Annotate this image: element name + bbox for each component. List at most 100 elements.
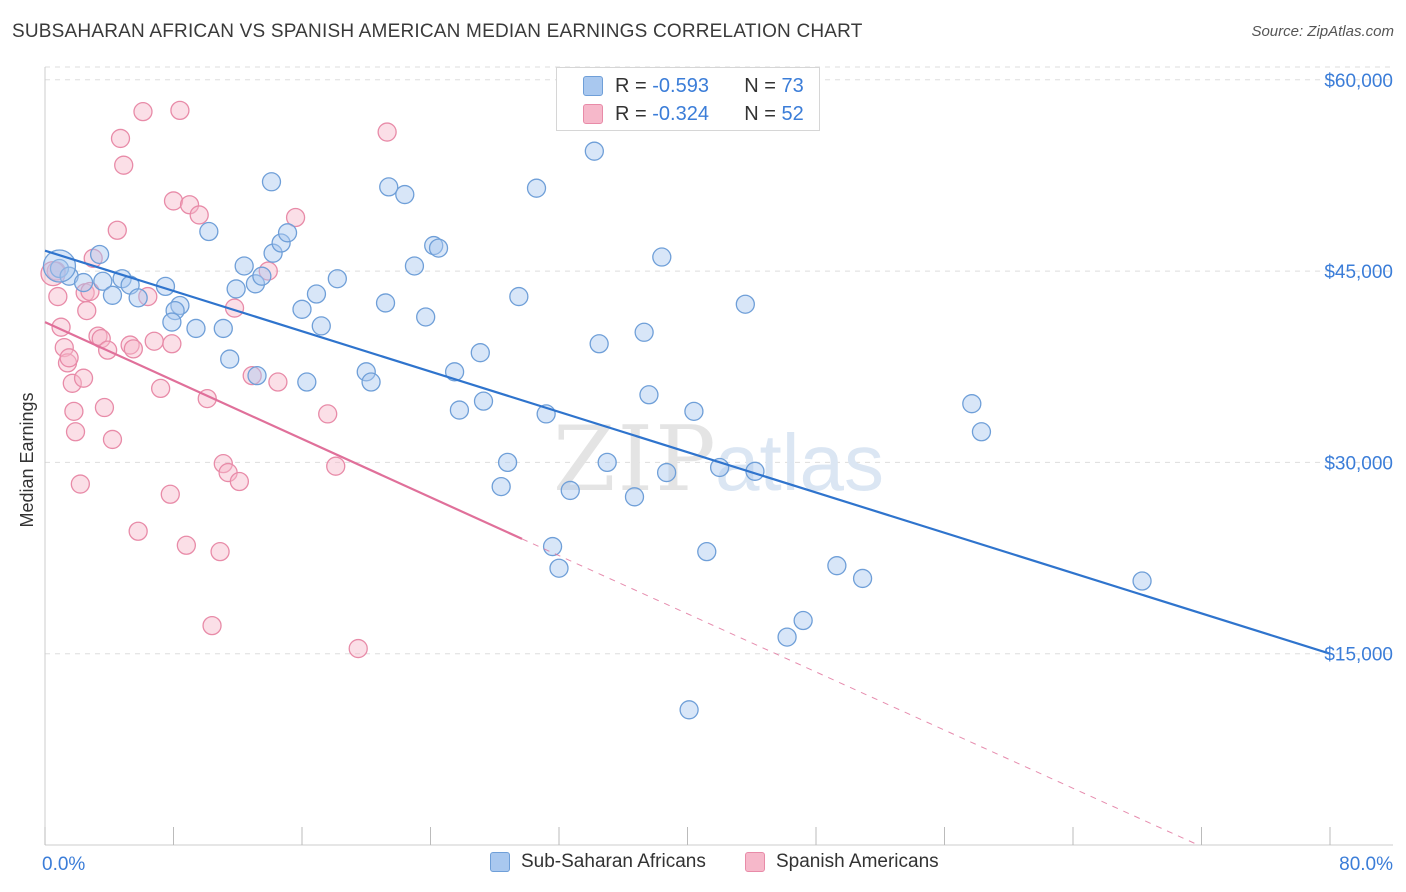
subsaharan-african-point xyxy=(247,365,267,386)
subsaharan-african-point xyxy=(375,293,396,313)
subsaharan-african-point xyxy=(213,318,233,339)
spanish-american-point xyxy=(179,195,200,215)
y-tick-labels: $15,000 $30,000 $45,000 $60,000 xyxy=(1324,71,1393,666)
subsaharan-african-point xyxy=(449,400,470,420)
subsaharan-african-point xyxy=(199,221,219,242)
subsaharan-african-point xyxy=(245,274,266,294)
subsaharan-african-point xyxy=(252,266,272,286)
subsaharan-african-point xyxy=(49,258,70,279)
spanish-american-point xyxy=(94,397,115,418)
spanish-american-point xyxy=(77,300,97,321)
bottom-legend-label: Spanish Americans xyxy=(776,851,939,872)
spanish-american-point xyxy=(268,372,288,392)
spanish-american-point xyxy=(138,286,158,307)
watermark-zip: ZIP xyxy=(553,407,718,512)
legend-n-label: N = xyxy=(744,74,776,97)
spanish-american-point xyxy=(48,286,68,307)
subsaharan-african-point xyxy=(735,294,755,314)
watermark: ZIP atlas xyxy=(553,407,884,512)
subsaharan-african-point xyxy=(263,243,283,263)
spanish-american-point xyxy=(59,348,79,368)
chart-title: SUBSAHARAN AFRICAN VS SPANISH AMERICAN M… xyxy=(12,21,863,42)
subsaharan-african-point xyxy=(549,558,569,578)
spanish-american-point xyxy=(202,615,222,636)
subsaharan-african-point xyxy=(404,256,425,276)
subsaharan-african-point xyxy=(416,307,436,327)
subsaharan-african-point xyxy=(306,284,327,304)
x-tick-label-max: 80.0% xyxy=(1339,854,1393,875)
subsaharan-african-point xyxy=(470,343,490,363)
axes xyxy=(44,67,1393,846)
spanish-american-point xyxy=(176,535,197,555)
subsaharan-african-point xyxy=(560,480,580,501)
bottom-legend-spanish: Spanish Americans xyxy=(745,851,939,873)
subsaharan-african-point xyxy=(356,362,376,382)
spanish-american-point xyxy=(73,368,94,388)
subsaharan-african-point xyxy=(639,385,659,405)
legend-swatch-pink xyxy=(583,104,603,124)
subsaharan-african-point xyxy=(89,244,110,265)
subsaharan-african-point xyxy=(589,334,609,354)
subsaharan-african-points xyxy=(42,141,1152,720)
subsaharan-african-point xyxy=(428,238,449,258)
y-axis-label: Median Earnings xyxy=(17,392,37,527)
legend-r-label: R = xyxy=(615,102,647,125)
legend-swatch-blue xyxy=(583,76,603,96)
subsaharan-african-point xyxy=(652,247,672,267)
spanish-american-point xyxy=(318,404,338,424)
subsaharan-african-point xyxy=(186,318,206,339)
bottom-legend-subsaharan: Sub-Saharan Africans xyxy=(490,851,706,873)
subsaharan-african-point xyxy=(165,300,185,321)
subsaharan-african-point xyxy=(852,568,873,589)
watermark-atlas: atlas xyxy=(715,418,884,507)
spanish-american-point xyxy=(128,521,148,541)
subsaharan-african-point xyxy=(827,556,847,576)
source-label: Source: ZipAtlas.com xyxy=(1251,23,1394,40)
subsaharan-african-point xyxy=(220,349,240,369)
spanish-american-point xyxy=(150,378,171,399)
subsaharan-african-point xyxy=(497,452,518,473)
spanish-american-point xyxy=(64,401,84,422)
legend-n-label: N = xyxy=(744,102,776,125)
subsaharan-african-point xyxy=(102,285,123,305)
spanish-american-point xyxy=(377,122,397,142)
subsaharan-african-point xyxy=(509,286,529,307)
spanish-american-point xyxy=(65,422,86,442)
subsaharan-trend-line xyxy=(44,249,1331,655)
subsaharan-african-point xyxy=(327,269,347,289)
subsaharan-african-point xyxy=(234,256,254,276)
spanish-american-point xyxy=(160,484,180,504)
spanish-american-point xyxy=(285,207,306,228)
subsaharan-african-point xyxy=(379,177,399,197)
y-tick-label: $45,000 xyxy=(1324,262,1393,283)
subsaharan-african-point xyxy=(542,536,563,557)
spanish-american-point xyxy=(229,471,250,492)
subsaharan-african-point xyxy=(597,452,617,473)
spanish-american-point xyxy=(62,373,82,393)
spanish-american-point xyxy=(54,337,74,358)
subsaharan-african-point xyxy=(444,362,465,382)
spanish-american-point xyxy=(144,331,164,351)
trend-lines xyxy=(44,249,1331,846)
correlation-legend: R = -0.593 N = 73 R = -0.324 N = 52 xyxy=(556,67,820,131)
subsaharan-african-point xyxy=(793,610,813,631)
subsaharan-african-point xyxy=(261,172,282,192)
subsaharan-african-point xyxy=(584,141,604,161)
subsaharan-african-point xyxy=(697,542,717,562)
subsaharan-african-point xyxy=(656,462,677,483)
legend-r-value: -0.593 xyxy=(652,74,709,97)
bottom-legend-swatch-blue xyxy=(490,852,510,872)
subsaharan-african-point xyxy=(297,372,317,392)
bottom-legend-swatch-pink xyxy=(745,852,765,872)
subsaharan-african-point xyxy=(226,279,246,299)
spanish-american-point xyxy=(70,474,90,494)
subsaharan-african-point xyxy=(526,178,547,198)
legend-row-spanish: R = -0.324 N = 52 xyxy=(583,100,804,128)
spanish-american-point xyxy=(162,334,182,354)
spanish-american-point xyxy=(133,101,153,122)
subsaharan-african-point xyxy=(473,391,494,411)
subsaharan-african-point xyxy=(292,299,312,319)
spanish-american-point xyxy=(107,220,127,240)
subsaharan-african-point xyxy=(777,627,797,647)
legend-r-label: R = xyxy=(615,74,647,97)
